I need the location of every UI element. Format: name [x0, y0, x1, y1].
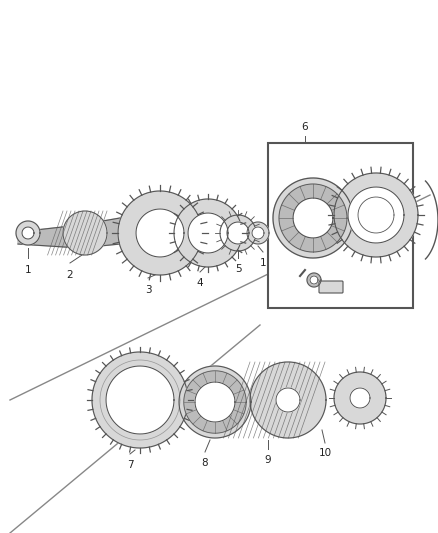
- Polygon shape: [174, 199, 242, 267]
- Polygon shape: [22, 227, 34, 239]
- Polygon shape: [16, 221, 40, 245]
- Polygon shape: [118, 191, 202, 275]
- Text: 5: 5: [235, 264, 241, 274]
- Polygon shape: [279, 184, 347, 252]
- Polygon shape: [195, 382, 235, 422]
- Polygon shape: [334, 372, 386, 424]
- Polygon shape: [252, 227, 264, 239]
- Text: 1: 1: [260, 258, 266, 268]
- Polygon shape: [136, 209, 184, 257]
- Text: 7: 7: [127, 460, 133, 470]
- Text: 6: 6: [302, 122, 308, 132]
- FancyBboxPatch shape: [319, 281, 343, 293]
- Polygon shape: [310, 276, 318, 284]
- Polygon shape: [247, 222, 269, 244]
- Polygon shape: [227, 222, 249, 244]
- Polygon shape: [18, 218, 245, 248]
- Polygon shape: [220, 215, 256, 251]
- Text: 4: 4: [197, 278, 203, 288]
- Text: 9: 9: [265, 455, 271, 465]
- Polygon shape: [63, 211, 107, 255]
- Polygon shape: [92, 352, 188, 448]
- Polygon shape: [179, 366, 251, 438]
- Polygon shape: [307, 273, 321, 287]
- Polygon shape: [106, 366, 174, 434]
- Polygon shape: [334, 173, 418, 257]
- Text: 10: 10: [318, 448, 332, 458]
- Bar: [268, 143, 413, 308]
- Polygon shape: [120, 222, 145, 244]
- Polygon shape: [348, 187, 404, 243]
- Text: 8: 8: [201, 458, 208, 468]
- Text: 1: 1: [25, 265, 31, 275]
- Text: 3: 3: [145, 285, 151, 295]
- Polygon shape: [276, 388, 300, 412]
- Polygon shape: [293, 198, 333, 238]
- Polygon shape: [273, 178, 353, 258]
- Polygon shape: [350, 388, 370, 408]
- Polygon shape: [188, 213, 228, 253]
- Text: 2: 2: [67, 270, 73, 280]
- Polygon shape: [184, 371, 246, 433]
- Polygon shape: [250, 362, 326, 438]
